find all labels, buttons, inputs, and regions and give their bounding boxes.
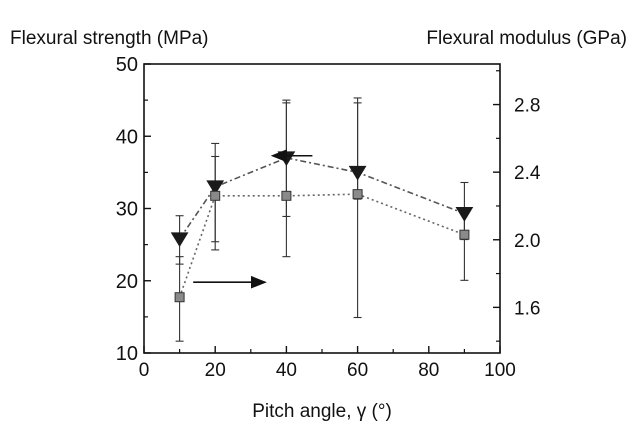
series-layer [170,97,474,342]
x-tick-label: 80 [418,360,439,381]
x-tick-label: 60 [347,360,368,381]
modulus-series-error-bar [282,102,291,258]
right-tick-label: 2.0 [514,231,540,252]
modulus-series-point [210,190,221,201]
modulus-series-point [459,229,470,240]
x-tick-label: 20 [205,360,226,381]
right-tick-label: 1.6 [514,298,540,319]
modulus-series-point [281,190,292,201]
left-y-axis: 10 20 30 40 50 [116,54,151,365]
modulus-series-point [352,189,363,200]
right-tick-label: 2.8 [514,96,540,117]
plot-area: 0 20 40 60 80 100 10 20 30 40 50 1.6 2.0 2.4 2.8 [116,54,541,381]
strength-series-point [455,207,474,222]
left-tick-label: 40 [116,126,138,148]
x-axis: 0 20 40 60 80 100 [139,346,516,381]
left-tick-label: 20 [116,271,138,293]
modulus-series-line [178,193,465,298]
right-tick-label: 2.4 [514,163,541,184]
strength-series-point [170,232,189,248]
strength-series-point [348,165,367,181]
strength-series-line [178,157,465,240]
right-y-axis: 1.6 2.0 2.4 2.8 [493,70,541,342]
x-tick-label: 40 [276,360,297,381]
modulus-series-error-bar [353,102,362,319]
left-tick-label: 30 [116,199,138,221]
x-axis-title: Pitch angle, γ (°) [252,401,392,422]
x-tick-label: 100 [484,360,516,381]
strength-series-point [206,180,225,195]
plot-frame [143,63,501,354]
left-tick-label: 10 [116,343,138,365]
x-tick-label: 0 [139,360,150,381]
right-axis-title: Flexural modulus (GPa) [426,28,627,49]
left-axis-title: Flexural strength (MPa) [10,28,209,49]
modulus-series-point [174,292,185,303]
left-tick-label: 50 [116,54,138,76]
annotation-layer [193,149,313,289]
